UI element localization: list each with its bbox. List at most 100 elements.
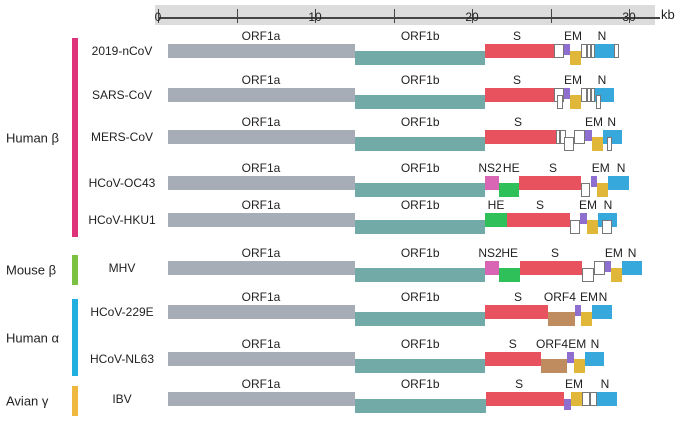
scale-tick	[236, 9, 238, 23]
gene-m	[569, 51, 581, 65]
group-label: Human β	[6, 130, 59, 145]
gene-m	[591, 137, 603, 151]
kb-scale-bar	[155, 5, 655, 25]
gene-label: EM	[563, 29, 582, 43]
orf-outline-box	[556, 95, 564, 109]
scale-tick-label: 30	[622, 10, 636, 24]
orf-outline-box	[555, 130, 560, 144]
gene-m	[569, 95, 581, 109]
gene-label: EM	[579, 290, 598, 304]
gene-label: S	[508, 337, 517, 351]
orf-outline-box	[601, 220, 613, 234]
orf-outline-box	[581, 392, 590, 406]
orf-outline-box	[586, 88, 592, 102]
orf-outline-box	[589, 392, 597, 406]
gene-e	[564, 88, 570, 99]
orf-outline-box	[580, 44, 587, 58]
virus-name: IBV	[112, 392, 132, 406]
gene-orf1b	[355, 312, 486, 326]
scale-tick	[472, 9, 473, 23]
gene-label: ORF1b	[400, 290, 440, 304]
gene-n	[596, 392, 618, 406]
scale-axis-line	[158, 17, 661, 19]
gene-he	[499, 183, 519, 197]
gene-s	[486, 392, 564, 406]
orf-outline-box	[593, 261, 605, 275]
gene-label: S	[513, 115, 523, 129]
gene-orf1a	[168, 130, 356, 144]
gene-label: N	[603, 198, 613, 212]
gene-label: ORF4	[543, 290, 576, 304]
gene-n	[607, 176, 629, 190]
gene-s	[507, 213, 570, 227]
gene-e	[564, 44, 570, 55]
gene-n	[591, 305, 613, 319]
gene-s	[485, 88, 554, 102]
gene-ns2	[485, 261, 499, 275]
gene-label: ORF1a	[241, 377, 281, 391]
orf-outline-box	[574, 130, 586, 144]
orf-outline-box	[586, 44, 592, 58]
gene-s	[485, 305, 548, 319]
scale-tick	[629, 9, 630, 23]
scale-tick-label: 10	[308, 10, 322, 24]
orf-outline-box	[569, 220, 580, 234]
gene-label: S	[535, 198, 544, 212]
gene-s	[485, 130, 556, 144]
virus-name: MERS-CoV	[90, 130, 153, 144]
gene-label: N	[616, 161, 626, 175]
gene-label: ORF1a	[241, 73, 281, 87]
gene-s	[518, 176, 581, 190]
gene-label: ORF1a	[241, 246, 281, 260]
gene-orf1b	[355, 183, 486, 197]
virus-name: HCoV-OC43	[88, 176, 156, 190]
gene-n	[594, 44, 614, 58]
gene-label: ORF1a	[241, 115, 281, 129]
gene-label: EM	[604, 246, 623, 260]
gene-label: S	[513, 73, 522, 87]
orf-outline-box	[591, 44, 595, 58]
scale-tick	[550, 9, 552, 23]
gene-label: S	[513, 29, 522, 43]
gene-label: EM	[579, 198, 598, 212]
gene-label: S	[551, 246, 560, 260]
orf-outline-box	[580, 88, 587, 102]
gene-label: HE	[502, 161, 520, 175]
gene-orf1b	[355, 51, 486, 65]
gene-label: ORF1b	[400, 115, 440, 129]
orf-outline-box	[591, 88, 595, 102]
orf-outline-box	[581, 268, 594, 282]
scale-tick	[315, 9, 316, 23]
gene-orf1b	[355, 359, 486, 373]
gene-label: ORF1b	[400, 29, 440, 43]
virus-name: HCoV-NL63	[89, 352, 155, 366]
gene-label: N	[598, 290, 608, 304]
gene-label: HE	[501, 246, 519, 260]
gene-label: ORF1a	[241, 29, 281, 43]
scale-tick-label: 20	[465, 10, 479, 24]
gene-e	[566, 352, 575, 363]
gene-s	[520, 261, 582, 275]
gene-e	[580, 213, 587, 224]
gene-label: HE	[487, 198, 505, 212]
gene-m	[596, 183, 608, 197]
gene-e	[585, 130, 592, 141]
gene-label: S	[515, 377, 524, 391]
orf-outline-box	[607, 137, 612, 151]
gene-n	[602, 130, 622, 144]
gene-e	[604, 261, 611, 272]
group-label: Human α	[6, 330, 60, 345]
gene-label: EM	[591, 161, 610, 175]
gene-m	[610, 268, 622, 282]
gene-orf1a	[168, 261, 356, 275]
virus-name: SARS-CoV	[91, 88, 153, 102]
group-bar	[72, 38, 78, 237]
gene-label: ORF1b	[400, 73, 440, 87]
gene-label: N	[607, 115, 617, 129]
gene-m	[586, 220, 599, 234]
gene-orf1a	[168, 176, 356, 190]
gene-label: ORF1b	[400, 377, 440, 391]
gene-label: ORF1a	[241, 290, 281, 304]
gene-label: N	[627, 246, 637, 260]
gene-m	[574, 359, 586, 373]
